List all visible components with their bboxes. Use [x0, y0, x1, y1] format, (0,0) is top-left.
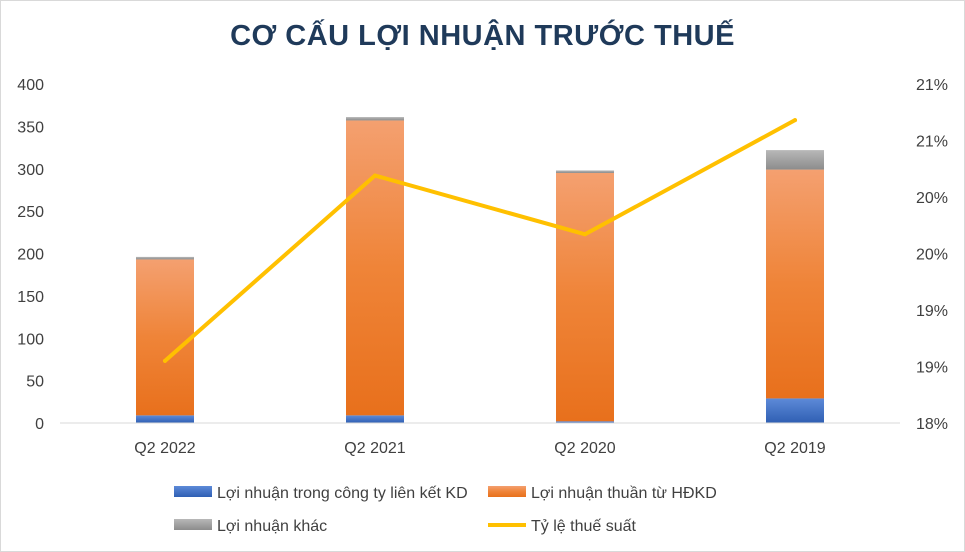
bar-3-q2-2020 [556, 170, 614, 173]
y-left-tick-label: 0 [35, 416, 44, 433]
legend-label: Lợi nhuận khác [217, 518, 327, 535]
bar-1-q2-2021 [346, 415, 404, 423]
y-left-tick-label: 50 [26, 374, 44, 391]
bar-2-q2-2019 [766, 169, 824, 399]
tax-rate-point [793, 118, 797, 123]
tax-rate-point [583, 232, 587, 237]
bar-1-q2-2019 [766, 398, 824, 423]
y-right-tick-label: 19% [916, 303, 948, 320]
y-left-tick-label: 150 [17, 289, 44, 306]
tax-rate-point [373, 173, 377, 178]
y-left-tick-label: 350 [17, 119, 44, 136]
legend-swatch [174, 486, 212, 497]
y-left-tick-label: 250 [17, 204, 44, 221]
x-tick-label: Q2 2022 [134, 440, 195, 457]
bar-2-q2-2020 [556, 172, 614, 422]
bar-1-q2-2020 [556, 421, 614, 423]
y-right-tick-label: 20% [916, 247, 948, 264]
legend-label: Tỷ lệ thuế suất [531, 518, 637, 535]
bar-3-q2-2021 [346, 117, 404, 121]
bar-2-q2-2022 [136, 259, 194, 416]
chart-title: CƠ CẤU LỢI NHUẬN TRƯỚC THUẾ [230, 20, 735, 52]
y-left-tick-label: 300 [17, 162, 44, 179]
y-left-tick-label: 100 [17, 331, 44, 348]
legend-label: Lợi nhuận trong công ty liên kết KD [217, 485, 468, 502]
y-right-tick-label: 21% [916, 134, 948, 151]
y-left-tick-label: 200 [17, 247, 44, 264]
bar-3-q2-2022 [136, 256, 194, 260]
y-right-tick-label: 18% [916, 416, 948, 433]
bar-2-q2-2021 [346, 120, 404, 416]
bar-3-q2-2019 [766, 150, 824, 170]
legend-label: Lợi nhuận thuần từ HĐKD [531, 485, 717, 502]
y-left-tick-label: 400 [17, 77, 44, 94]
tax-rate-point [163, 358, 167, 363]
x-tick-label: Q2 2021 [344, 440, 405, 457]
x-tick-label: Q2 2019 [764, 440, 825, 457]
legend-swatch [488, 486, 526, 497]
legend-swatch [174, 519, 212, 530]
tax-rate-line [163, 118, 797, 363]
y-right-tick-label: 20% [916, 190, 948, 207]
bar-1-q2-2022 [136, 415, 194, 423]
y-right-tick-label: 19% [916, 360, 948, 377]
y-right-tick-label: 21% [916, 77, 948, 94]
x-tick-label: Q2 2020 [554, 440, 615, 457]
